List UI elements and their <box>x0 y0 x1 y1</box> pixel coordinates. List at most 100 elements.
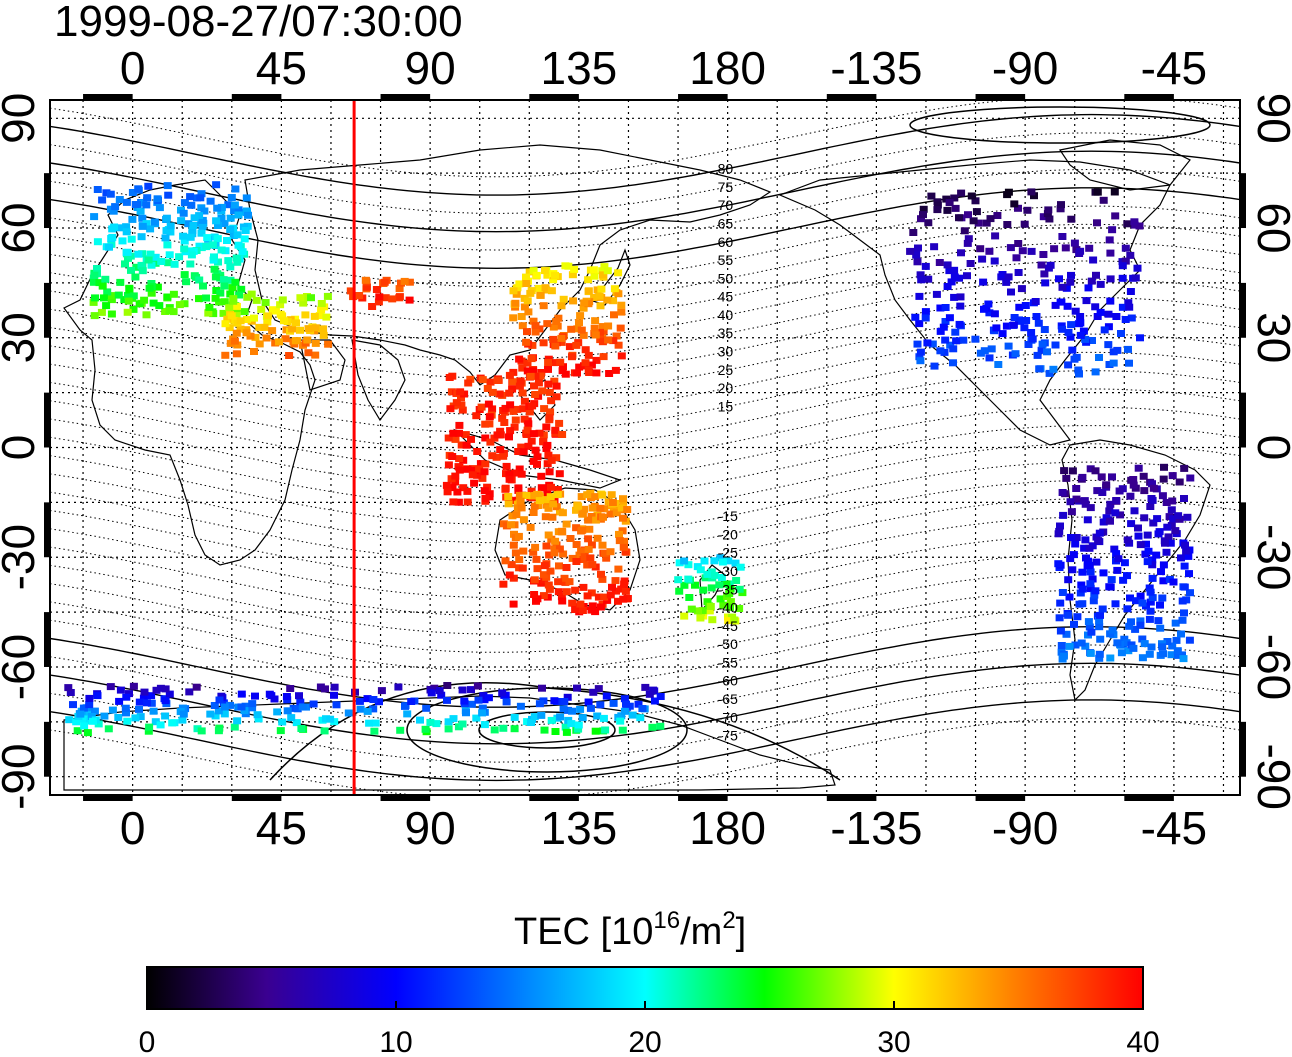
tec-observation-point <box>508 385 517 393</box>
tec-observation-point <box>520 397 529 405</box>
tec-observation-point <box>935 259 944 266</box>
tec-observation-point <box>179 710 188 718</box>
tec-observation-point <box>549 335 558 343</box>
tec-observation-point <box>1164 533 1173 541</box>
tec-observation-point <box>913 340 922 348</box>
tec-observation-point <box>134 185 143 193</box>
tec-observation-point <box>531 492 540 499</box>
tec-observation-point <box>232 254 241 262</box>
tec-observation-point <box>187 251 196 259</box>
tec-observation-point <box>531 328 540 336</box>
tec-observation-point <box>539 592 548 600</box>
tec-observation-point <box>93 186 102 193</box>
tec-observation-point <box>531 543 540 551</box>
tec-observation-point <box>1147 643 1156 651</box>
tec-observation-point <box>552 541 561 549</box>
tec-observation-point <box>1118 274 1127 282</box>
tec-observation-point <box>506 401 515 409</box>
tec-observation-point <box>957 189 966 197</box>
tec-observation-point <box>140 296 149 304</box>
tec-observation-point <box>1108 473 1116 481</box>
tec-observation-point <box>212 181 221 189</box>
tec-observation-point <box>612 509 621 517</box>
tec-observation-point <box>110 223 119 231</box>
tec-observation-point <box>542 496 551 504</box>
tec-observation-point <box>163 293 172 301</box>
tec-observation-point <box>530 713 539 721</box>
tec-observation-point <box>1099 196 1108 204</box>
tec-observation-point <box>972 208 981 216</box>
tec-observation-point <box>568 271 577 279</box>
tec-observation-point <box>400 277 409 285</box>
tec-observation-point <box>554 588 563 596</box>
tec-observation-point <box>217 207 226 215</box>
tec-observation-point <box>214 727 223 735</box>
tec-observation-point <box>478 474 487 482</box>
tec-observation-point <box>1088 337 1096 344</box>
geomagnetic-contour <box>50 644 1240 727</box>
tec-observation-point <box>116 686 125 694</box>
tec-observation-point <box>555 470 564 478</box>
tec-observation-point <box>1040 270 1049 278</box>
tec-observation-point <box>548 513 557 521</box>
tec-observation-point <box>108 233 117 241</box>
tec-observation-point <box>998 271 1007 278</box>
tec-observation-point <box>1090 591 1099 599</box>
tec-observation-point <box>523 297 532 305</box>
tec-observation-point <box>722 580 731 588</box>
tec-observation-point <box>480 487 489 495</box>
tec-observation-point <box>214 707 223 715</box>
tec-observation-point <box>1104 310 1113 318</box>
tec-observation-point <box>395 293 404 301</box>
tec-observation-point <box>169 308 178 316</box>
tec-observation-point <box>921 314 930 322</box>
tec-observation-point <box>270 695 279 703</box>
tec-observation-point <box>979 278 988 286</box>
contour-label: 20 <box>718 380 734 396</box>
tec-observation-point <box>715 581 724 589</box>
tec-observation-point <box>463 465 472 473</box>
bottom-longitude-tick-label: 0 <box>120 802 146 854</box>
tec-observation-point <box>554 578 563 586</box>
tec-observation-point <box>610 311 618 319</box>
tec-observation-point <box>544 380 553 388</box>
tec-observation-point <box>1185 570 1193 578</box>
tec-observation-point <box>992 324 1001 332</box>
tec-observation-point <box>522 273 530 281</box>
tec-observation-point <box>502 462 511 470</box>
tec-observation-point <box>618 527 627 535</box>
tec-observation-point <box>106 683 115 691</box>
tec-observation-point <box>1160 463 1168 471</box>
tec-observation-point <box>196 194 205 202</box>
tec-observation-point <box>457 401 466 409</box>
tec-observation-point <box>1118 262 1127 270</box>
tec-observation-point <box>1163 638 1172 645</box>
tec-observation-point <box>955 214 963 222</box>
tec-observation-point <box>511 549 520 557</box>
tec-observation-point <box>377 687 386 695</box>
tec-observation-point <box>157 258 166 265</box>
tec-observation-point <box>1085 244 1094 252</box>
tec-observation-point <box>923 339 932 347</box>
tec-observation-point <box>1121 244 1130 252</box>
tec-observation-point <box>955 274 963 282</box>
tec-observation-point <box>507 521 515 529</box>
tec-observation-point <box>620 537 629 545</box>
tec-observation-point <box>529 509 538 516</box>
tec-observation-point <box>375 698 383 706</box>
tec-observation-point <box>474 696 483 704</box>
tec-observation-point <box>544 581 553 589</box>
tec-observation-point <box>706 603 715 610</box>
tec-observation-point <box>467 700 476 708</box>
tec-observation-point <box>369 705 378 713</box>
tec-observation-point <box>551 537 560 545</box>
tec-observation-point <box>687 605 696 613</box>
map-frame <box>49 99 1241 796</box>
coastline-greenland <box>1059 139 1191 191</box>
tec-observation-point <box>220 298 229 306</box>
tec-observation-point <box>165 251 174 259</box>
tec-observation-point <box>572 341 581 349</box>
tec-observation-point <box>1057 201 1065 209</box>
tec-observation-point <box>993 212 1002 219</box>
tec-observation-point <box>534 379 543 387</box>
